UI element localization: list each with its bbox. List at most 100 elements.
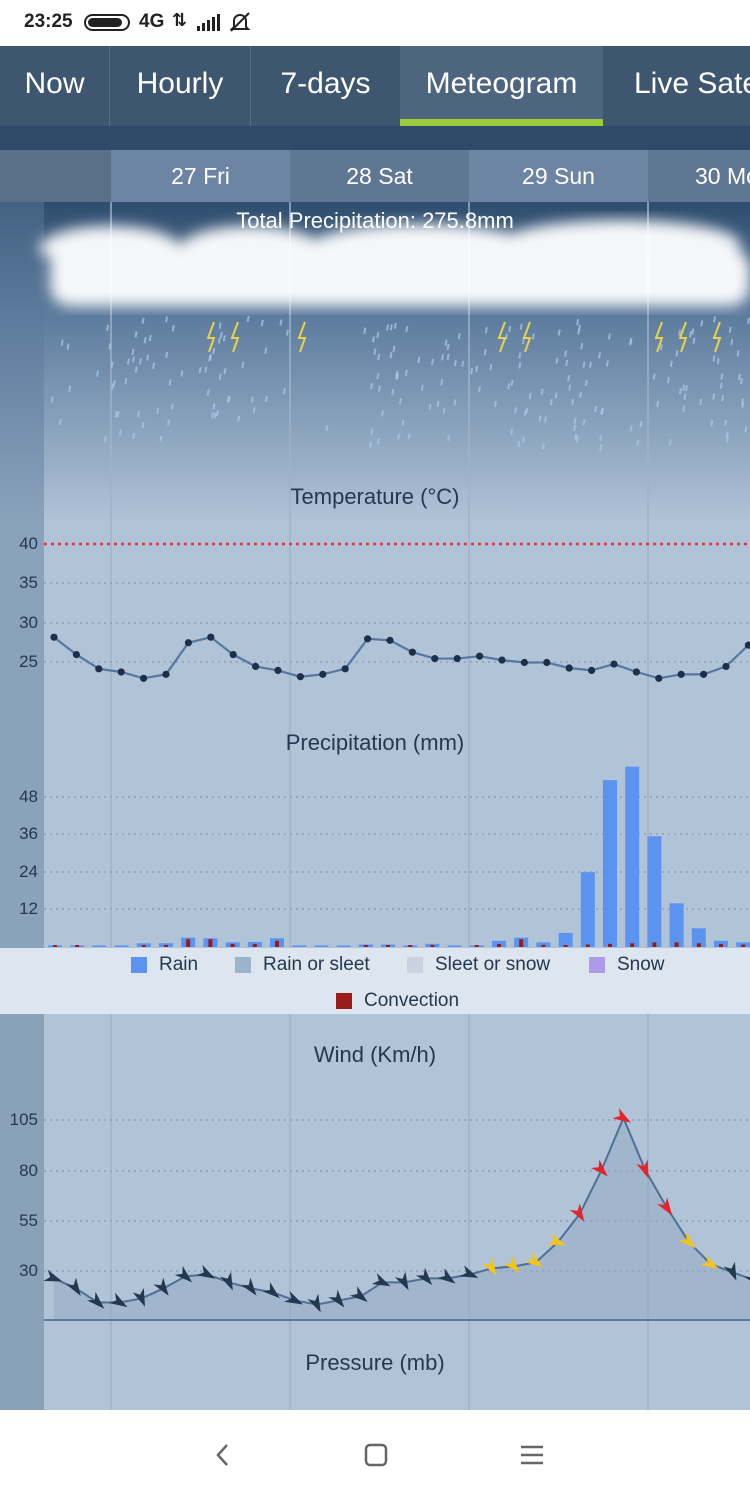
- convection-bar: [363, 945, 368, 947]
- wind-direction-arrow: [394, 1271, 409, 1291]
- rain-drop: [678, 329, 682, 336]
- rain-drop: [368, 441, 372, 448]
- rain-drop: [453, 360, 457, 367]
- rain-drop: [68, 385, 72, 392]
- legend-rain: Rain: [159, 954, 199, 975]
- rain-drop: [420, 384, 424, 391]
- back-triangle-icon[interactable]: [208, 1440, 238, 1470]
- bell-off-icon: [229, 12, 251, 32]
- rain-drop: [170, 403, 174, 410]
- rain-drop: [219, 331, 223, 339]
- rain-drop: [555, 357, 559, 364]
- convection-bar: [430, 945, 435, 947]
- rain-drop: [582, 419, 586, 426]
- precipitation-bar: [647, 836, 662, 947]
- meteogram[interactable]: 27 Fri 28 Sat 29 Sun 30 Mon Total Precip…: [0, 126, 750, 1410]
- rain-drop: [377, 353, 381, 361]
- wind-direction-arrow: [371, 1273, 391, 1287]
- rain-drop: [571, 399, 575, 406]
- meteogram-canvas: [0, 126, 750, 1410]
- rain-drop: [588, 361, 592, 368]
- convection-bar: [719, 943, 723, 947]
- tab-bar: Now Hourly 7-days Meteogram Live Satelli…: [0, 46, 750, 126]
- rain-drop: [716, 358, 720, 365]
- rain-drop: [260, 319, 264, 326]
- wind-direction-arrow: [87, 1291, 105, 1309]
- precipitation-bar: [114, 945, 129, 947]
- convection-bar: [408, 945, 413, 947]
- rain-drop: [582, 361, 586, 368]
- day-29-sun[interactable]: 29 Sun: [469, 150, 648, 202]
- convection-bar: [608, 943, 612, 947]
- rain-drop: [156, 407, 160, 415]
- wind-tick-105: 105: [9, 1110, 38, 1129]
- tab-hourly[interactable]: Hourly: [110, 46, 251, 126]
- status-time: 23:25: [24, 11, 73, 32]
- legend-rain-or-sleet-swatch: [235, 957, 251, 973]
- tab-7-days[interactable]: 7-days: [251, 46, 400, 126]
- temp-tick-25: 25: [19, 652, 38, 671]
- rain-drop: [446, 353, 450, 361]
- wind-direction-arrow: [65, 1277, 81, 1296]
- rain-drop: [386, 324, 390, 331]
- precipitation-bar: [336, 945, 351, 947]
- rain-drop: [208, 355, 212, 362]
- tab-meteogram[interactable]: Meteogram: [400, 46, 603, 126]
- lightning-bolt: [497, 321, 507, 353]
- legend-snow: Snow: [617, 954, 665, 975]
- day-28-sat[interactable]: 28 Sat: [290, 150, 469, 202]
- rain-drop: [549, 398, 553, 406]
- rain-drop: [393, 322, 397, 329]
- rain-drop: [134, 366, 138, 373]
- wind-direction-arrow: [196, 1264, 216, 1279]
- precipitation-bar: [558, 932, 573, 947]
- menu-lines-icon[interactable]: [517, 1440, 547, 1470]
- wind-direction-arrow: [307, 1293, 321, 1313]
- rain-drop: [577, 328, 581, 335]
- convection-bar: [275, 940, 279, 947]
- rain-drop: [692, 337, 696, 344]
- rain-drop: [730, 338, 734, 346]
- rain-drop: [252, 407, 256, 414]
- rain-drop: [470, 368, 474, 375]
- rain-drop: [475, 365, 479, 373]
- rain-drop: [168, 379, 172, 386]
- rain-drop: [678, 387, 682, 395]
- rain-drop: [218, 373, 222, 380]
- rain-drop: [139, 358, 142, 365]
- rain-drop: [96, 370, 100, 377]
- rain-drop: [397, 433, 401, 440]
- home-square-icon[interactable]: [361, 1440, 391, 1470]
- rain-drop: [264, 395, 268, 403]
- tab-live-satellite[interactable]: Live Satellite: [634, 46, 750, 126]
- tab-live-satellite-label: Live Satellite: [634, 67, 750, 100]
- wind-direction-arrow: [328, 1289, 345, 1308]
- legend-rain-or-sleet: Rain or sleet: [263, 954, 370, 975]
- wind-direction-arrow: [590, 1159, 608, 1177]
- rain-drop: [282, 388, 286, 395]
- rain-drop: [453, 399, 457, 406]
- rain-drop: [484, 327, 488, 334]
- day-30-mon[interactable]: 30 Mon: [648, 150, 750, 202]
- rain-drop: [241, 361, 245, 369]
- wind-tick-30: 30: [19, 1261, 38, 1280]
- rain-drop: [167, 419, 171, 426]
- rain-drop: [594, 405, 598, 413]
- wind-line: [43, 1108, 750, 1320]
- day-strip-spacer: [0, 150, 111, 202]
- tab-now[interactable]: Now: [0, 46, 110, 126]
- rain-drop: [607, 333, 611, 340]
- legend-convection: Convection: [364, 990, 460, 1011]
- rain-drop: [514, 407, 518, 414]
- rain-drop: [440, 379, 444, 386]
- rain-drop: [691, 328, 695, 335]
- precipitation-title: Precipitation (mm): [285, 730, 465, 755]
- rain-drop: [212, 347, 216, 355]
- day-27-fri[interactable]: 27 Fri: [111, 150, 290, 202]
- precipitation-bar: [314, 945, 329, 947]
- temperature-point: [588, 666, 596, 675]
- rain-drop: [493, 400, 497, 408]
- precip-tick-48: 48: [19, 787, 38, 806]
- wind-direction-arrow: [482, 1257, 497, 1277]
- rain-drop: [584, 379, 588, 387]
